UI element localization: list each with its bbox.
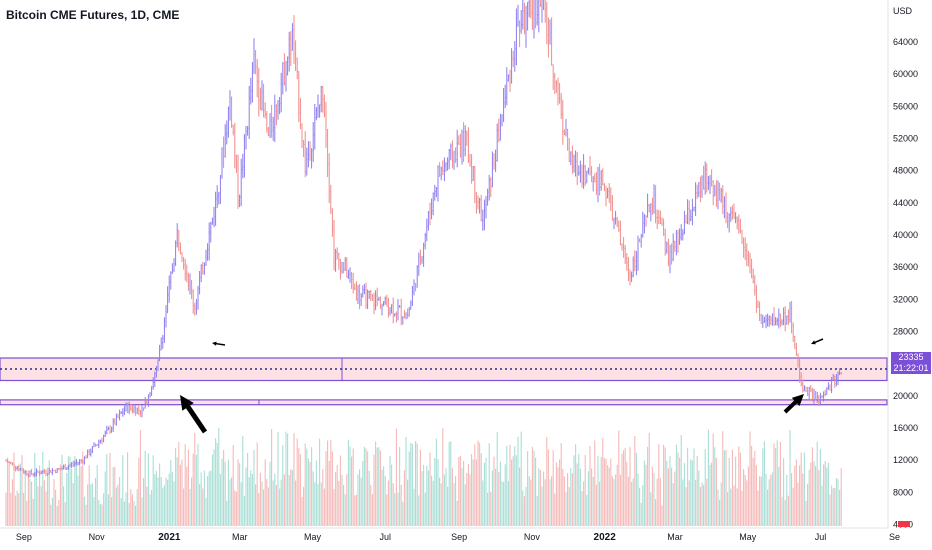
price-candles <box>5 0 842 478</box>
y-tick-label: 48000 <box>893 166 918 176</box>
volume-bars <box>5 427 842 526</box>
x-tick-label: Jul <box>815 532 827 542</box>
x-tick-label: 2021 <box>158 532 181 543</box>
y-tick-label: 32000 <box>893 294 918 304</box>
axis-corner-badge <box>898 521 910 527</box>
bar-countdown: 21:22:01 <box>893 363 929 373</box>
last-price-badge: 23335 21:22:01 <box>891 352 931 374</box>
arrow-icon <box>180 395 208 434</box>
time-axis: Sep Nov 2021 Mar May Jul Sep Nov 2022 Mar May Jul Se <box>16 532 900 543</box>
x-tick-label: Sep <box>16 532 32 542</box>
y-tick-label: 20000 <box>893 391 918 401</box>
y-tick-label: 12000 <box>893 455 918 465</box>
chart-title: Bitcoin CME Futures, 1D, CME <box>6 8 180 22</box>
support-zone-1[interactable] <box>0 357 888 382</box>
x-tick-label: 2022 <box>594 532 617 543</box>
x-tick-label: May <box>739 532 757 542</box>
support-zones <box>0 357 888 406</box>
y-tick-label: 52000 <box>893 134 918 144</box>
arrow-icon <box>783 394 804 414</box>
y-tick-label: 60000 <box>893 69 918 79</box>
arrow-icon <box>811 338 824 345</box>
y-tick-label: 56000 <box>893 101 918 111</box>
x-tick-label: Jul <box>379 532 391 542</box>
x-tick-label: Nov <box>89 532 106 542</box>
y-tick-label: 28000 <box>893 327 918 337</box>
x-tick-label: Se <box>889 532 900 542</box>
y-tick-label: 64000 <box>893 37 918 47</box>
y-tick-label: 16000 <box>893 423 918 433</box>
y-tick-label: 36000 <box>893 262 918 272</box>
y-tick-label: 8000 <box>893 487 913 497</box>
support-zone-2[interactable] <box>0 399 888 406</box>
x-tick-label: Mar <box>232 532 248 542</box>
x-tick-label: May <box>304 532 322 542</box>
last-price-value: 23335 <box>898 352 924 362</box>
y-tick-label: 40000 <box>893 230 918 240</box>
x-tick-label: Sep <box>451 532 467 542</box>
y-tick-label: 44000 <box>893 198 918 208</box>
price-axis: 64000 60000 56000 52000 48000 44000 40000 36000… <box>893 37 918 530</box>
annotations <box>180 338 824 434</box>
arrow-icon <box>212 341 226 346</box>
x-tick-label: Nov <box>524 532 541 542</box>
price-axis-unit: USD <box>893 6 913 16</box>
x-tick-label: Mar <box>667 532 683 542</box>
